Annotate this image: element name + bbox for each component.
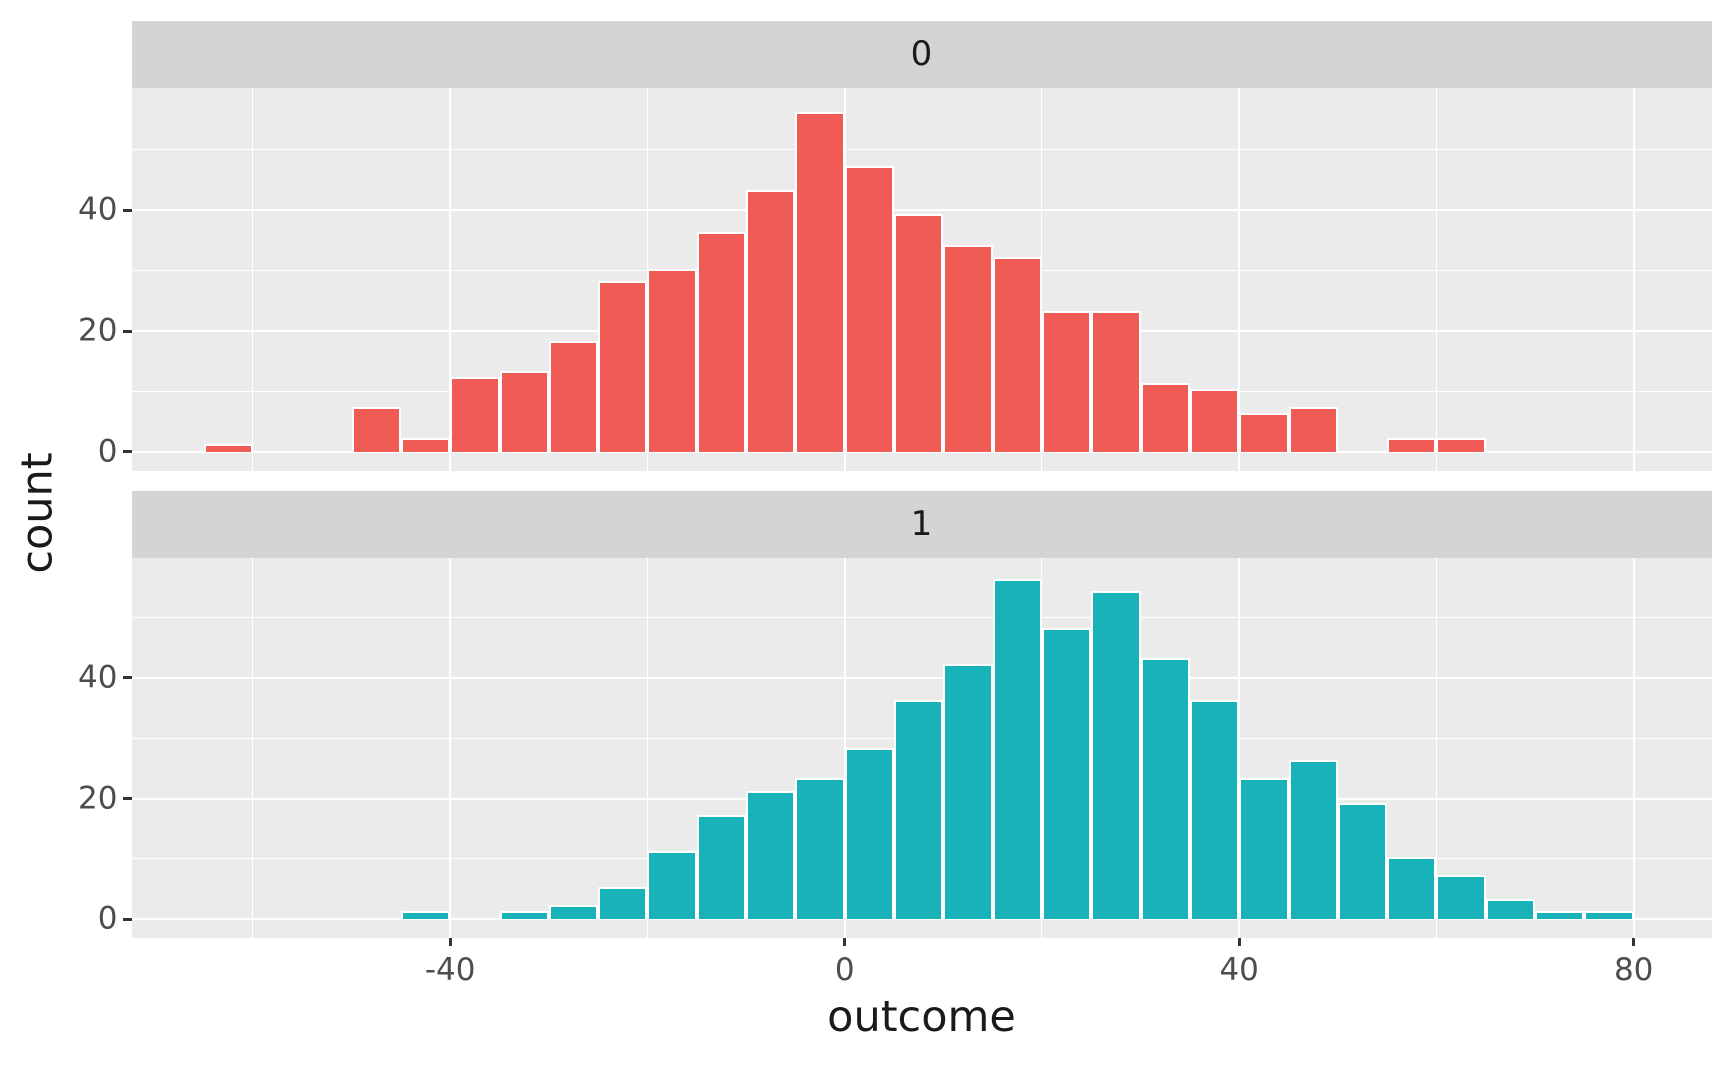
x-major-gridline xyxy=(1238,557,1241,938)
x-tick-label: 0 xyxy=(834,952,855,988)
bar-facet0-bin-15 xyxy=(696,232,747,452)
bar-facet0-bin40 xyxy=(1239,413,1289,452)
x-minor-gridline xyxy=(1435,557,1437,938)
x-minor-gridline xyxy=(1435,87,1437,471)
y-major-gridline xyxy=(131,918,1712,921)
bar-facet1-bin0 xyxy=(844,748,894,920)
bar-facet0-bin-65 xyxy=(203,443,253,452)
x-major-gridline xyxy=(1632,87,1635,471)
x-minor-gridline xyxy=(646,557,648,938)
bar-facet0-bin35 xyxy=(1189,389,1240,452)
bar-facet0-bin-35 xyxy=(499,371,549,452)
facet-strip-0: 0 xyxy=(131,21,1712,88)
bar-facet1-bin75 xyxy=(1584,911,1634,920)
bar-facet1-bin45 xyxy=(1288,760,1338,920)
bar-facet0-bin20 xyxy=(1041,310,1092,452)
bar-facet0-bin-5 xyxy=(795,111,845,452)
bar-facet1-bin-35 xyxy=(499,911,549,920)
bar-facet1-bin-45 xyxy=(400,911,451,920)
bar-facet0-bin60 xyxy=(1436,437,1486,452)
y-tick-label: 20 xyxy=(78,780,118,817)
x-axis-title: outcome xyxy=(827,991,1016,1042)
bar-facet0-bin15 xyxy=(992,256,1042,452)
y-major-gridline xyxy=(131,676,1712,679)
bar-facet1-bin10 xyxy=(943,663,993,920)
y-minor-gridline xyxy=(131,617,1712,619)
y-minor-gridline xyxy=(131,149,1712,151)
bar-facet1-bin50 xyxy=(1337,802,1388,920)
bar-facet1-bin-5 xyxy=(795,778,845,920)
bar-facet0-bin30 xyxy=(1140,383,1190,452)
bar-facet1-bin-15 xyxy=(696,814,747,920)
facet-strip-label: 1 xyxy=(910,504,933,544)
y-tick-mark xyxy=(123,797,132,801)
bar-facet1-bin65 xyxy=(1485,899,1536,920)
facet-panel-1 xyxy=(131,557,1712,938)
y-tick-label: 0 xyxy=(97,433,118,470)
bar-facet1-bin-10 xyxy=(746,790,796,920)
x-tick-label: 80 xyxy=(1613,952,1654,988)
y-tick-mark xyxy=(123,676,132,680)
y-tick-label: 0 xyxy=(97,900,118,937)
bar-facet0-bin-45 xyxy=(400,437,451,452)
y-tick-label: 40 xyxy=(78,191,118,228)
bar-facet1-bin-30 xyxy=(548,905,599,920)
y-axis-title: count xyxy=(12,451,63,574)
bar-facet1-bin5 xyxy=(894,700,944,920)
bar-facet0-bin25 xyxy=(1091,310,1141,452)
bar-facet1-bin40 xyxy=(1239,778,1289,920)
bar-facet1-bin20 xyxy=(1041,627,1092,920)
x-tick-mark xyxy=(1632,937,1636,946)
bar-facet0-bin0 xyxy=(844,166,894,452)
bar-facet1-bin-20 xyxy=(647,850,697,920)
y-tick-mark xyxy=(123,917,132,921)
bar-facet1-bin70 xyxy=(1535,911,1585,920)
facet-strip-1: 1 xyxy=(131,490,1712,558)
x-minor-gridline xyxy=(252,557,254,938)
x-tick-mark xyxy=(448,937,452,946)
x-tick-label: 40 xyxy=(1219,952,1259,988)
bar-facet0-bin-30 xyxy=(548,341,599,452)
bar-facet1-bin15 xyxy=(992,579,1042,920)
bar-facet1-bin30 xyxy=(1140,657,1190,920)
bar-facet1-bin25 xyxy=(1091,591,1141,920)
y-tick-label: 40 xyxy=(78,659,118,696)
y-major-gridline xyxy=(131,450,1712,453)
x-tick-mark xyxy=(1237,937,1241,946)
x-minor-gridline xyxy=(1041,87,1043,471)
bar-facet1-bin-25 xyxy=(598,887,648,920)
bar-facet0-bin-50 xyxy=(351,407,401,452)
bar-facet0-bin-20 xyxy=(647,268,697,452)
x-major-gridline xyxy=(449,557,452,938)
bar-facet0-bin-40 xyxy=(450,377,500,452)
facet-panel-0 xyxy=(131,87,1712,471)
bar-facet0-bin-10 xyxy=(746,190,796,452)
x-major-gridline xyxy=(843,557,846,938)
bar-facet1-bin60 xyxy=(1436,875,1486,920)
bar-facet0-bin45 xyxy=(1288,407,1338,452)
y-tick-label: 20 xyxy=(78,312,118,349)
bar-facet0-bin10 xyxy=(943,244,993,452)
x-major-gridline xyxy=(449,87,452,471)
bar-facet0-bin5 xyxy=(894,214,944,452)
y-tick-mark xyxy=(123,450,132,454)
x-tick-mark xyxy=(843,937,847,946)
x-tick-label: -40 xyxy=(424,952,476,988)
y-tick-mark xyxy=(123,208,132,212)
bar-facet0-bin-25 xyxy=(598,280,648,452)
facet-strip-label: 0 xyxy=(910,34,933,75)
x-minor-gridline xyxy=(252,87,254,471)
x-major-gridline xyxy=(1238,87,1241,471)
bar-facet0-bin55 xyxy=(1387,437,1437,452)
y-major-gridline xyxy=(131,209,1712,212)
y-tick-mark xyxy=(123,329,132,333)
bar-facet1-bin35 xyxy=(1189,700,1240,920)
bar-facet1-bin55 xyxy=(1387,856,1437,920)
x-major-gridline xyxy=(1632,557,1635,938)
